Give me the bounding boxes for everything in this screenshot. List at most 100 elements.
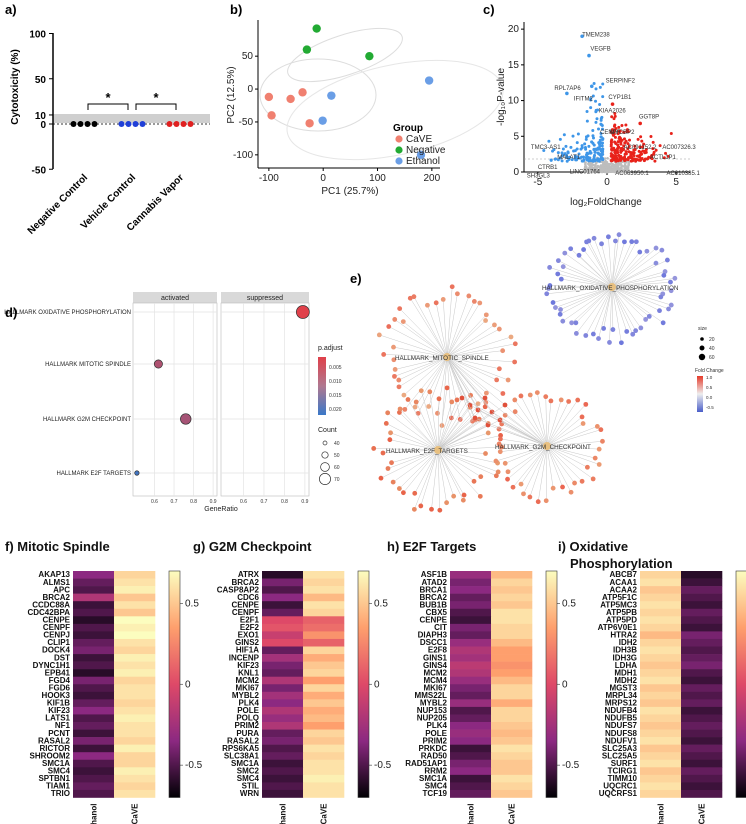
- heatmap-column-label: Ethanol: [467, 804, 476, 824]
- panel-c-point-up: [664, 151, 668, 155]
- panel-a-point: [77, 121, 84, 127]
- heatmap-row-label: ACAA1: [609, 578, 637, 587]
- heatmap-cell: [303, 714, 345, 723]
- heatmap-row-label: PCNT: [48, 729, 70, 738]
- heatmap-row-label: SLC25A5: [602, 751, 638, 760]
- panel-c-xlabel: log₂FoldChange: [570, 197, 642, 208]
- panel-c-point-down: [590, 140, 594, 144]
- panel-e-gene-node: [435, 410, 440, 416]
- panel-c-point-up: [642, 159, 646, 163]
- panel-e-gene-node: [391, 344, 396, 350]
- panel-c-point-down: [601, 137, 605, 141]
- panel-d-point: [296, 305, 310, 319]
- heatmap-cell: [491, 774, 533, 783]
- heatmap-cell: [114, 608, 156, 617]
- heatmap-cell: [73, 669, 115, 677]
- panel-c-gene-label: CTRB1: [538, 165, 558, 171]
- heatmap-row-label: SLC25A3: [602, 744, 638, 753]
- panel-d-grid: [133, 303, 309, 496]
- panel-e-edge: [514, 411, 548, 447]
- heatmap-cell: [640, 744, 682, 753]
- panel-e-hub-node: [434, 446, 442, 454]
- panel-c-point-up: [613, 123, 617, 127]
- panel-e-gene-node: [388, 430, 393, 436]
- heatmap-row-label: MCM2: [423, 668, 447, 677]
- panel-e-edge: [446, 356, 489, 426]
- panel-c-point-down: [599, 135, 603, 139]
- panel-c-gene-label: SH3GL3: [527, 174, 551, 180]
- heatmap-cell: [640, 593, 682, 602]
- panel-e-edge: [437, 397, 463, 451]
- heatmap-cell: [73, 737, 115, 745]
- panel-c-gene-label: IFITM2: [574, 97, 594, 103]
- heatmap-cell: [73, 601, 115, 610]
- panel-e-edge: [549, 285, 613, 288]
- heatmap-cell: [303, 646, 345, 655]
- panel-e-gene-node: [392, 367, 398, 372]
- panel-e-edge: [437, 424, 489, 451]
- panel-c-point-up: [626, 142, 630, 146]
- panel-c-point-up: [620, 138, 624, 142]
- panel-b-legend-item: CaVE: [406, 134, 432, 145]
- panel-e-edge: [520, 395, 548, 447]
- panel-e-gene-node: [638, 325, 644, 331]
- heatmap-row-label: DIAPH3: [418, 631, 448, 640]
- panel-c-point-ns: [606, 163, 610, 167]
- heatmap-row-label: POLE: [425, 729, 447, 738]
- heatmap-row-label: MDH2: [614, 676, 637, 685]
- panel-c-point-down: [597, 127, 601, 131]
- panel-b-xtick-label: 0: [320, 173, 326, 184]
- panel-e-gene-node: [512, 341, 518, 347]
- panel-e-edge: [546, 445, 572, 493]
- panel-c-ticks: -5 0 5 20 15 10 5 0: [508, 24, 680, 188]
- panel-e-edge: [437, 449, 441, 511]
- panel-c-label: c): [483, 2, 495, 17]
- heatmap-row-label: SURF1: [611, 759, 638, 768]
- panel-c-point-up: [611, 155, 615, 159]
- panel-c-point-up: [627, 144, 631, 148]
- panel-e-gene-node: [580, 421, 586, 426]
- panel-c-point-up: [614, 127, 618, 131]
- panel-c-point-ns: [605, 168, 608, 172]
- panel-e-gene-node: [568, 489, 574, 495]
- heatmap-row-label: POLQ: [236, 714, 259, 723]
- panel-e-edge: [611, 259, 668, 288]
- panel-c-point-ns: [619, 167, 622, 170]
- panel-c-point-up: [613, 158, 617, 162]
- heatmap-cell: [491, 593, 533, 602]
- heatmap-row-label: SMC1A: [419, 774, 447, 783]
- panel-c-point-down: [598, 85, 602, 89]
- panel-c-point-ns: [593, 169, 597, 173]
- panel-e-edge: [529, 445, 548, 498]
- heatmap-row-label: INCENP: [229, 653, 260, 662]
- heatmap-cell: [450, 782, 492, 791]
- heatmap-cell: [491, 722, 533, 730]
- heatmap-cell: [303, 669, 345, 677]
- panel-e-edge: [545, 445, 548, 501]
- panel-e-edge: [437, 435, 501, 451]
- panel-e-gene-node: [629, 239, 635, 245]
- panel-c-point-down: [556, 158, 560, 162]
- heatmap-cell: [114, 631, 156, 640]
- panel-d-xtick-label: 0.9: [301, 499, 308, 505]
- panel-e-edge: [414, 449, 439, 494]
- panel-c-point-down: [564, 144, 568, 148]
- panel-b-points: [264, 24, 434, 160]
- panel-e-gene-node: [668, 288, 674, 294]
- panel-e-edge: [560, 286, 613, 315]
- heatmap-cell: [303, 684, 345, 693]
- heatmap-cell: [640, 669, 682, 677]
- panel-e-gene-node: [493, 473, 499, 479]
- panel-d-point: [134, 470, 140, 476]
- panel-e-edge: [545, 396, 548, 447]
- panel-c-point-ns: [619, 169, 622, 173]
- panel-d-xtick-label: 0.6: [240, 499, 247, 505]
- panel-e-edge: [414, 449, 439, 510]
- panel-a-yticks: 100 50 100 -50: [29, 30, 53, 176]
- panel-e-gene-node: [553, 305, 558, 310]
- panel-e-edge: [393, 449, 439, 483]
- panel-e-gene-node: [475, 401, 481, 407]
- heatmap-cell: [491, 706, 533, 715]
- panel-c-xtick-label: -5: [533, 177, 542, 188]
- panel-d-term-label: HALLMARK OXIDATIVE PHOSPHORYLATION: [4, 310, 131, 316]
